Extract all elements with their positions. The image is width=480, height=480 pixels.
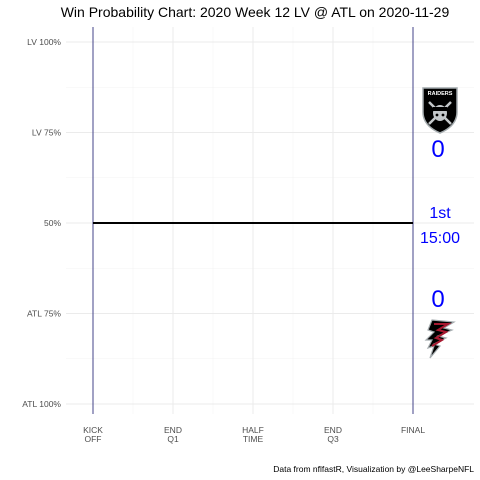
game-clock: 15:00 bbox=[420, 230, 460, 247]
x-tick-label: KICK bbox=[83, 425, 103, 435]
x-tick-label: Q3 bbox=[327, 434, 339, 444]
x-tick-label: Q1 bbox=[167, 434, 179, 444]
x-tick-label: HALF bbox=[242, 425, 264, 435]
period-lines bbox=[92, 27, 414, 414]
y-tick-label: ATL 75% bbox=[27, 309, 61, 319]
x-tick-label: TIME bbox=[243, 434, 264, 444]
x-tick-label: FINAL bbox=[401, 425, 425, 435]
chart-title: Win Probability Chart: 2020 Week 12 LV @… bbox=[61, 4, 450, 20]
y-axis-ticks: LV 100% LV 75% 50% ATL 75% ATL 100% bbox=[22, 37, 61, 409]
y-tick-label: ATL 100% bbox=[22, 399, 61, 409]
y-tick-label: LV 100% bbox=[27, 37, 61, 47]
raiders-logo-text: RAIDERS bbox=[428, 91, 453, 97]
y-tick-label: 50% bbox=[44, 218, 61, 228]
x-tick-label: OFF bbox=[85, 434, 102, 444]
home-score: 0 bbox=[431, 286, 444, 313]
x-tick-label: END bbox=[164, 425, 182, 435]
away-score: 0 bbox=[431, 136, 444, 163]
raiders-shield-logo-icon: RAIDERS bbox=[422, 87, 458, 134]
y-tick-label: LV 75% bbox=[32, 128, 62, 138]
chart-caption: Data from nflfastR, Visualization by @Le… bbox=[273, 464, 474, 474]
quarter-label: 1st bbox=[429, 205, 451, 222]
x-tick-label: END bbox=[324, 425, 342, 435]
falcon-logo-icon bbox=[424, 319, 456, 359]
